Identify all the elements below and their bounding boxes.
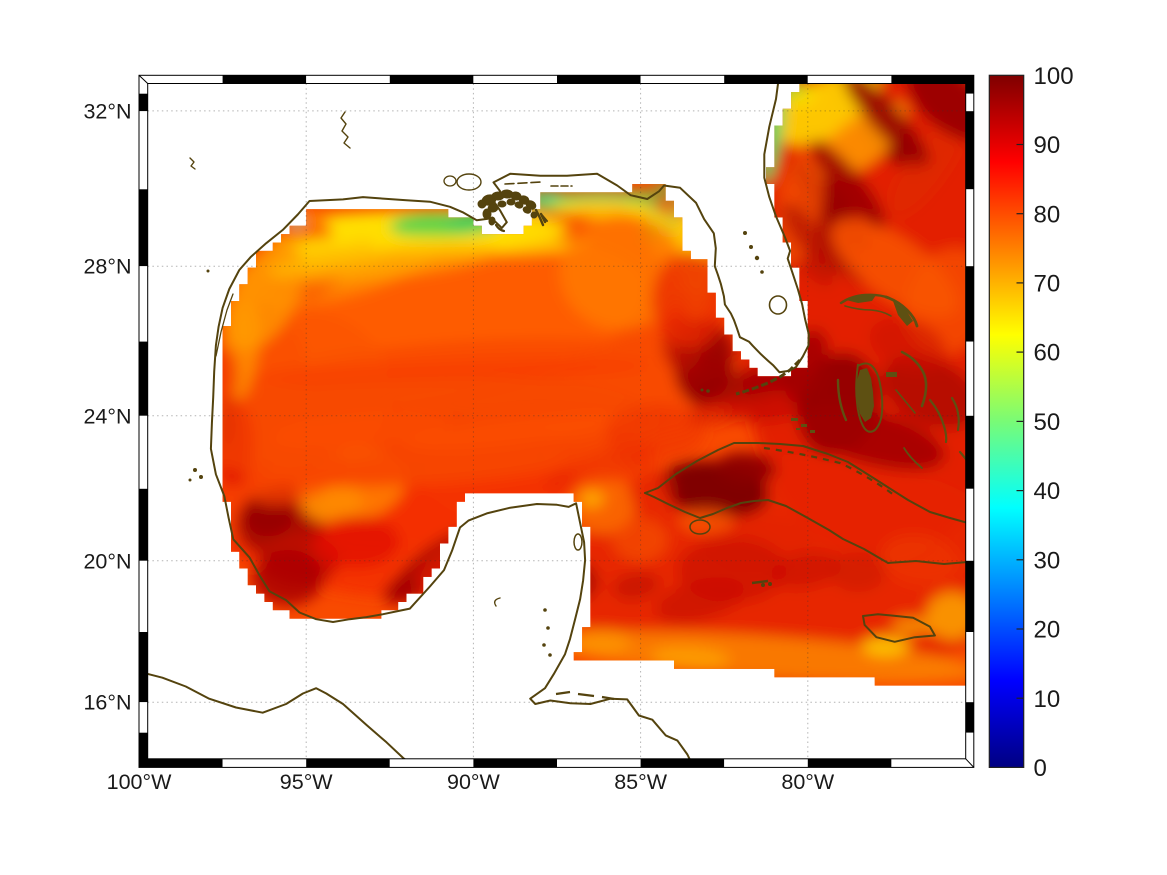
svg-text:30: 30 [1034, 547, 1061, 574]
svg-text:60: 60 [1034, 340, 1061, 367]
svg-text:70: 70 [1034, 271, 1061, 298]
svg-text:85°W: 85°W [614, 770, 668, 794]
svg-text:32°N: 32°N [83, 99, 131, 123]
svg-text:95°W: 95°W [280, 770, 334, 794]
svg-text:24°N: 24°N [83, 404, 131, 428]
svg-text:16°N: 16°N [83, 691, 131, 715]
svg-text:10: 10 [1034, 686, 1061, 713]
svg-text:90°W: 90°W [447, 770, 501, 794]
svg-text:0: 0 [1034, 755, 1047, 782]
svg-text:80°W: 80°W [781, 770, 835, 794]
svg-text:50: 50 [1034, 409, 1061, 436]
svg-text:20: 20 [1034, 617, 1061, 644]
svg-text:20°N: 20°N [83, 549, 131, 573]
svg-text:40: 40 [1034, 478, 1061, 505]
svg-text:90: 90 [1034, 132, 1061, 159]
svg-text:28°N: 28°N [83, 255, 131, 279]
svg-text:80: 80 [1034, 201, 1061, 228]
svg-text:100°W: 100°W [107, 770, 172, 794]
svg-text:100: 100 [1034, 63, 1074, 90]
